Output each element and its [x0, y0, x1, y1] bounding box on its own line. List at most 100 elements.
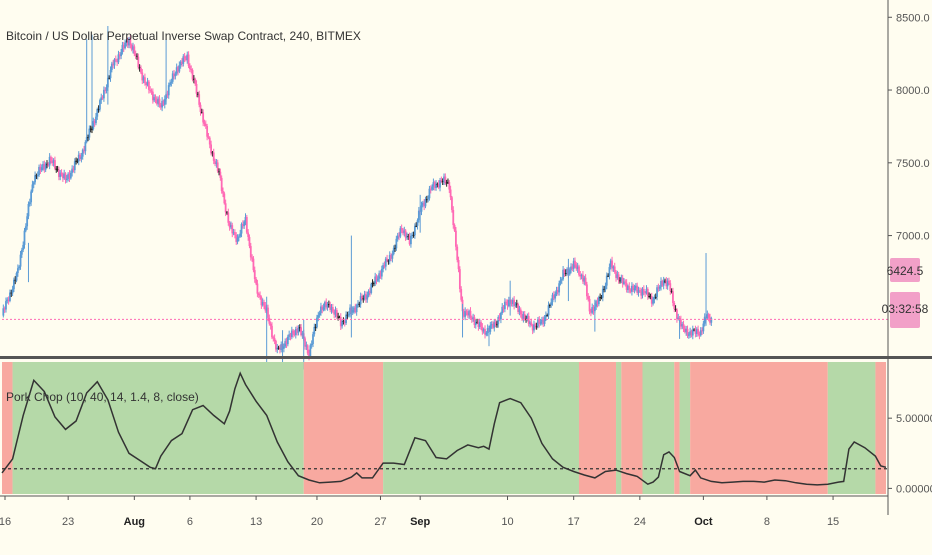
trend-zone: [616, 362, 622, 494]
candle-body: [698, 334, 701, 336]
candle-body: [191, 70, 194, 80]
candle-body: [541, 319, 543, 322]
candle-body: [275, 341, 277, 350]
candle-body: [515, 303, 518, 305]
candle-body: [625, 282, 628, 290]
candle-body: [429, 188, 432, 190]
candle-body: [372, 283, 375, 285]
candle-body: [365, 293, 367, 300]
candle-body: [390, 255, 392, 259]
candle-body: [660, 281, 662, 287]
candle-body: [125, 41, 128, 43]
candle-body: [707, 314, 710, 318]
candle-body: [652, 299, 654, 304]
candle-body: [252, 258, 255, 271]
chop-zone: [303, 362, 384, 494]
candle-body: [599, 297, 602, 299]
indicator-zones: [2, 362, 886, 494]
candle-body: [137, 56, 140, 68]
candle-body: [296, 329, 299, 333]
candle-body: [566, 268, 568, 273]
candle-body: [272, 337, 275, 339]
candle-body: [269, 323, 272, 326]
candle-body: [210, 144, 212, 154]
candle-body: [621, 277, 624, 284]
candle-body: [23, 230, 26, 245]
candle-body: [689, 331, 692, 335]
candle-body: [697, 329, 699, 335]
candle-body: [380, 268, 383, 277]
candle-body: [379, 273, 382, 277]
candle-body: [38, 166, 40, 176]
candle-body: [653, 297, 656, 300]
candle-body: [128, 38, 130, 46]
indicator-pane[interactable]: Pork Chop (10, 40, 14, 1.4, 8, close): [1, 362, 888, 494]
candle-body: [410, 235, 412, 245]
candle-body: [511, 299, 514, 304]
candle-body: [226, 212, 228, 214]
candle-body: [306, 345, 309, 354]
candle-body: [415, 225, 418, 227]
candle-body: [474, 322, 477, 326]
candle-body: [308, 353, 310, 357]
candle-body: [149, 89, 152, 91]
candle-body: [620, 277, 623, 281]
candle-body: [384, 258, 387, 267]
candle-body: [80, 156, 83, 160]
candle-body: [439, 180, 441, 188]
candle-body: [424, 199, 427, 207]
candle-body: [11, 289, 14, 294]
candle-body: [425, 199, 428, 201]
candle-body: [91, 128, 93, 130]
countdown-label: 03:32:58: [882, 302, 929, 316]
candle-body: [185, 58, 187, 61]
candle-body: [539, 321, 542, 324]
candle-body: [20, 249, 23, 255]
candle-body: [473, 317, 476, 326]
candle-body: [326, 304, 329, 308]
candle-body: [570, 266, 572, 270]
candle-body: [104, 89, 107, 91]
candle-body: [679, 319, 682, 327]
candle-body: [514, 303, 517, 306]
candle-body: [505, 301, 508, 303]
candle-body: [113, 59, 116, 66]
candle-body: [317, 315, 320, 318]
candle-body: [417, 210, 420, 221]
candle-body: [243, 221, 246, 227]
candle-body: [42, 163, 44, 168]
candle-body: [480, 322, 482, 327]
candle-body: [187, 54, 190, 66]
chop-zone: [690, 362, 828, 494]
candle-body: [322, 307, 325, 310]
candle-body: [493, 322, 496, 328]
candle-body: [404, 230, 407, 238]
price-tick-label: 8000.0: [896, 85, 930, 97]
candle-body: [214, 160, 216, 164]
price-axis[interactable]: 8500.0 8000.0 7500.0 7000.0 5.00000000 0.000…: [882, 0, 932, 515]
candle-body: [615, 271, 617, 278]
price-pane[interactable]: Bitcoin / US Dollar Perpetual Inverse Sw…: [2, 26, 888, 374]
candle-body: [13, 279, 15, 290]
candle-body: [548, 304, 551, 306]
candle-body: [73, 161, 76, 171]
pane-separator[interactable]: [0, 356, 932, 359]
time-tick-label: Sep: [410, 516, 430, 528]
time-axis[interactable]: 16 23 Aug 6 13 20 27 Sep 10 17 24 Oct 8 15: [0, 495, 888, 528]
candle-body: [576, 266, 579, 270]
candle-body: [578, 266, 580, 275]
candle-body: [141, 72, 144, 81]
candle-body: [633, 288, 636, 291]
candle-body: [178, 65, 181, 72]
candle-body: [649, 296, 652, 298]
candle-body: [584, 277, 587, 285]
candle-body: [650, 296, 653, 304]
candle-body: [382, 265, 385, 269]
candle-body: [300, 327, 302, 336]
candle-body: [555, 289, 558, 295]
candle-body: [560, 279, 563, 281]
candle-body: [101, 97, 104, 99]
candle-body: [455, 230, 457, 247]
